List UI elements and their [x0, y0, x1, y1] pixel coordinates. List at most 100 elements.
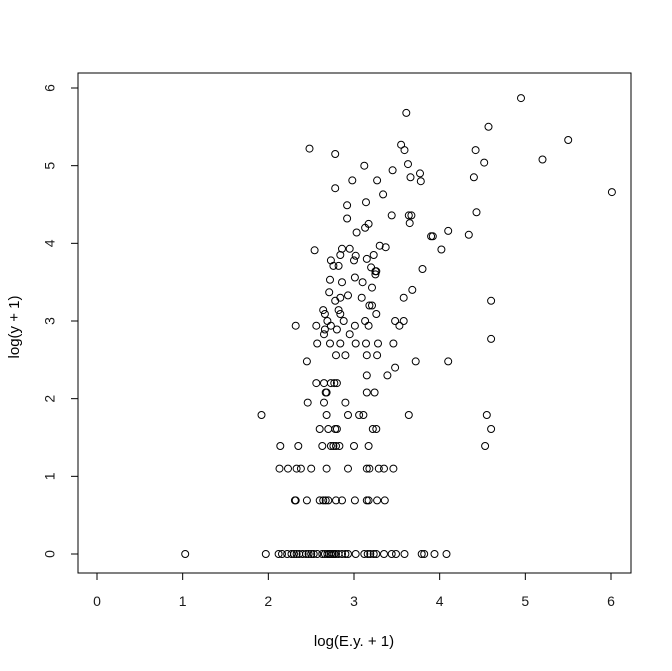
scatter-point: [332, 351, 340, 360]
scatter-point: [391, 363, 400, 372]
scatter-point: [392, 550, 400, 558]
scatter-point: [298, 550, 307, 558]
scatter-point: [332, 379, 341, 388]
scatter-point: [312, 321, 321, 330]
scatter-point: [305, 144, 314, 153]
scatter-point: [369, 251, 378, 259]
scatter-point: [427, 232, 436, 241]
scatter-point: [379, 190, 388, 199]
scatter-point: [338, 244, 346, 253]
scatter-point: [284, 464, 292, 473]
y-tick-label: 2: [42, 395, 58, 403]
scatter-point: [313, 339, 322, 348]
scatter-point: [375, 241, 384, 250]
scatter-point: [388, 166, 397, 175]
scatter-point: [411, 357, 420, 366]
scatter-point: [348, 176, 357, 185]
y-axis-label: log(y + 1): [6, 296, 23, 359]
scatter-point: [362, 254, 371, 263]
y-tick-label: 4: [42, 239, 58, 247]
scatter-point: [278, 550, 286, 558]
scatter-point: [407, 211, 416, 220]
scatter-point: [373, 496, 382, 505]
scatter-point: [344, 464, 352, 473]
scatter-point: [373, 176, 382, 185]
x-tick-label: 5: [521, 593, 529, 609]
scatter-point: [370, 388, 379, 397]
scatter-point: [261, 550, 270, 558]
scatter-point: [481, 442, 490, 450]
scatter-point: [320, 310, 329, 318]
scatter-point: [517, 94, 525, 103]
plot-frame: [77, 72, 632, 574]
scatter-point: [318, 442, 327, 450]
scatter-point: [607, 188, 616, 197]
scatter-point: [315, 425, 324, 433]
y-axis: 0 1 2 3 4 5 6: [42, 84, 79, 558]
scatter-point: [355, 411, 364, 419]
scatter-point: [320, 379, 328, 388]
scatter-point: [444, 226, 453, 235]
scatter-point: [365, 301, 374, 310]
scatter-point: [395, 321, 404, 330]
scatter-point: [343, 214, 352, 223]
scatter-point: [400, 550, 409, 558]
scatter-point: [338, 278, 346, 287]
scatter-point: [369, 550, 378, 558]
scatter-point: [334, 306, 343, 315]
scatter-point: [350, 256, 358, 265]
scatter-point: [358, 278, 367, 287]
scatter-point: [351, 251, 360, 260]
scatter-point: [405, 219, 414, 228]
scatter-point: [338, 550, 346, 558]
x-axis-label: log(E.y. + 1): [314, 633, 394, 650]
scatter-point: [366, 550, 375, 558]
scatter-point: [416, 177, 425, 186]
y-tick-label: 3: [42, 317, 58, 325]
scatter-point: [372, 550, 381, 558]
scatter-point: [322, 411, 331, 419]
scatter-point: [326, 321, 335, 330]
scatter-point: [334, 261, 343, 270]
scatter-point: [400, 146, 409, 155]
scatter-point: [372, 310, 381, 318]
scatter-point: [380, 550, 388, 558]
scatter-point: [319, 496, 328, 505]
scatter-point: [332, 496, 340, 505]
scatter-point: [404, 160, 412, 169]
scatter-point: [304, 550, 313, 558]
scatter-point: [315, 496, 324, 505]
x-tick-label: 6: [607, 593, 615, 609]
scatter-point: [373, 351, 382, 360]
scatter-point: [363, 550, 372, 558]
scatter-point: [341, 351, 350, 360]
scatter-point: [464, 230, 473, 239]
scatter-point: [302, 357, 311, 366]
y-tick-label: 1: [42, 472, 58, 480]
scatter-point: [319, 306, 328, 315]
scatter-point: [290, 550, 298, 558]
scatter-point: [374, 464, 383, 473]
scatter-point: [360, 161, 369, 170]
scatter-point: [362, 339, 370, 348]
scatter-point: [362, 388, 371, 397]
scatter-point: [345, 330, 354, 339]
scatter-point: [359, 411, 368, 419]
scatter-point: [350, 442, 358, 450]
scatter-point: [361, 317, 370, 325]
scatter-point: [442, 550, 451, 558]
scatter-point: [364, 219, 373, 228]
scatter-point: [332, 425, 341, 433]
scatter-point: [324, 496, 333, 505]
scatter-point: [564, 136, 573, 144]
scatter-point: [326, 275, 334, 284]
scatter-point: [430, 550, 439, 558]
scatter-point: [344, 411, 352, 419]
scatter-point: [344, 550, 352, 558]
scatter-point: [360, 550, 369, 558]
scatter-point: [472, 208, 481, 217]
scatter-point: [357, 293, 366, 302]
scatter-point: [320, 398, 328, 407]
y-tick-label: 0: [42, 550, 58, 558]
